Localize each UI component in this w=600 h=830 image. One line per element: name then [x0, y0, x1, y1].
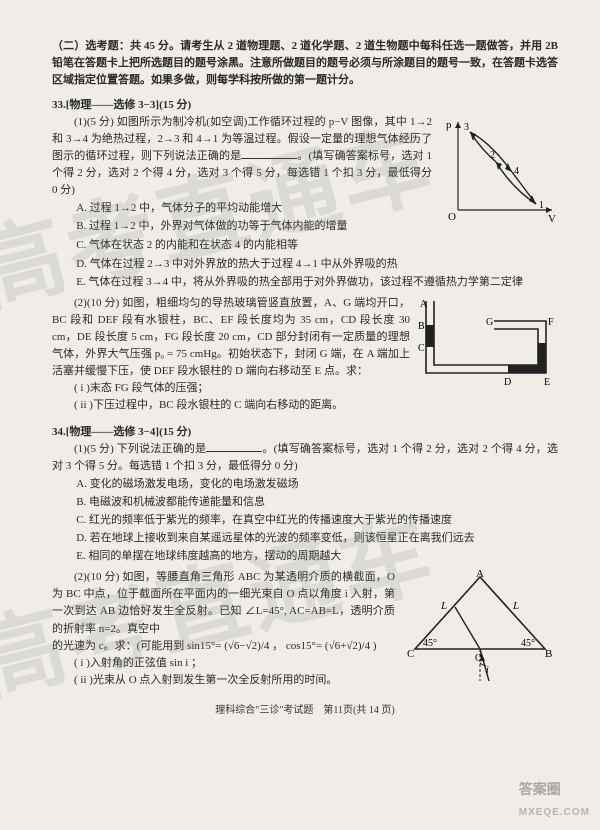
- q33-title: 33.[物理——选修 3−3](15 分): [52, 97, 558, 114]
- q33-p2-ii: ( ii )下压过程中，BC 段水银柱的 C 端向右移动的距离。: [52, 397, 410, 414]
- q33-p1-options: A. 过程 1→2 中，气体分子的平均动能增大 B. 过程 1→2 中，外界对气…: [52, 200, 432, 253]
- svg-text:D: D: [504, 377, 511, 388]
- svg-text:V: V: [548, 213, 556, 224]
- svg-text:2: 2: [490, 150, 495, 161]
- q33-p1-options-cont: D. 气体在过程 2→3 中对外界放的热大于过程 4→1 中从外界吸的热 E. …: [52, 256, 558, 291]
- svg-text:O: O: [448, 211, 456, 223]
- q34-p2-ii: ( ii )光束从 O 点入射到发生第一次全反射所用的时间。: [52, 672, 395, 689]
- svg-text:L: L: [512, 600, 519, 612]
- q33-p2-i: ( i )末态 FG 段气体的压强；: [52, 380, 410, 397]
- q33-opt-e: E. 气体在过程 3→4 中，将从外界吸的热全部用于对外界做功，该过程不遵循热力…: [76, 274, 558, 291]
- q34-opt-c: C. 红光的频率低于紫光的频率，在真空中红光的传播速度大于紫光的传播速度: [76, 512, 558, 529]
- question-33: 33.[物理——选修 3−3](15 分) (1)(5 分) 如图所示为制冷机(…: [52, 97, 558, 414]
- q34-title: 34.[物理——选修 3−4](15 分): [52, 424, 558, 441]
- svg-text:G: G: [486, 317, 493, 328]
- svg-text:3: 3: [464, 122, 469, 133]
- svg-text:C: C: [418, 343, 425, 354]
- q34-p1-options: A. 变化的磁场激发电场，变化的电场激发磁场 B. 电磁波和机械波都能传递能量和…: [52, 476, 558, 565]
- svg-text:4: 4: [514, 166, 519, 177]
- svg-text:A: A: [420, 299, 428, 310]
- svg-text:A: A: [476, 569, 484, 580]
- page-footer: 理科综合"三诊"考试题 第11页(共 14 页): [52, 703, 558, 719]
- q33-p1: (1)(5 分) 如图所示为制冷机(如空调)工作循环过程的 p−V 图像，其中 …: [52, 114, 432, 199]
- svg-text:45°: 45°: [521, 638, 535, 649]
- q33-opt-c: C. 气体在状态 2 的内能和在状态 4 的内能相等: [76, 237, 432, 254]
- q34-opt-d: D. 若在地球上接收到来自某遥远星体的光波的频率变低，则该恒星正在离我们远去: [76, 530, 558, 547]
- q34-opt-a: A. 变化的磁场激发电场，变化的电场激发磁场: [76, 476, 558, 493]
- q33-opt-b: B. 过程 1→2 中，外界对气体做的功等于气体内能的增量: [76, 218, 432, 235]
- brand-watermark: 答案圈 MXEQE.COM: [519, 779, 590, 822]
- q33-figure-pv: p V O 1 2 3 4: [440, 114, 558, 254]
- q34-figure-prism: A B C O 45° 45° L L i: [403, 569, 558, 688]
- svg-text:L: L: [440, 600, 447, 612]
- svg-text:F: F: [548, 317, 554, 328]
- q33-opt-a: A. 过程 1→2 中，气体分子的平均动能增大: [76, 200, 432, 217]
- svg-text:45°: 45°: [423, 638, 437, 649]
- q34-p1: (1)(5 分) 下列说法正确的是。(填写确答案标号，选对 1 个得 2 分，选…: [52, 441, 558, 475]
- svg-text:B: B: [545, 648, 552, 660]
- svg-text:O: O: [475, 653, 482, 664]
- q33-opt-d: D. 气体在过程 2→3 中对外界放的热大于过程 4→1 中从外界吸的热: [76, 256, 558, 273]
- svg-text:1: 1: [539, 200, 544, 211]
- svg-text:C: C: [407, 648, 414, 660]
- q34-opt-e: E. 相同的单摆在地球纬度越高的地方，摆动的周期越大: [76, 548, 558, 565]
- svg-text:B: B: [418, 321, 425, 332]
- section-instructions: （二）选考题：共 45 分。请考生从 2 道物理题、2 道化学题、2 道生物题中…: [52, 38, 558, 89]
- svg-text:E: E: [544, 377, 550, 388]
- q33-p2: (2)(10 分) 如图，粗细均匀的导热玻璃管竖直放置，A、G 端均开口，BC …: [52, 295, 410, 380]
- q34-opt-b: B. 电磁波和机械波都能传递能量和信息: [76, 494, 558, 511]
- q34-p2: (2)(10 分) 如图，等腰直角三角形 ABC 为某透明介质的横截面，O 为 …: [52, 569, 395, 637]
- svg-text:p: p: [446, 119, 452, 131]
- question-34: 34.[物理——选修 3−4](15 分) (1)(5 分) 下列说法正确的是。…: [52, 424, 558, 689]
- q34-p2-speed: 的光速为 c。求：(可能用到 sin15°= (√6−√2)/4 ， cos15…: [52, 638, 395, 655]
- svg-text:i: i: [486, 665, 489, 676]
- q33-figure-tube: A B C D E F G: [418, 295, 558, 414]
- q34-p2-i: ( i )入射角的正弦值 sin i ；: [52, 655, 395, 672]
